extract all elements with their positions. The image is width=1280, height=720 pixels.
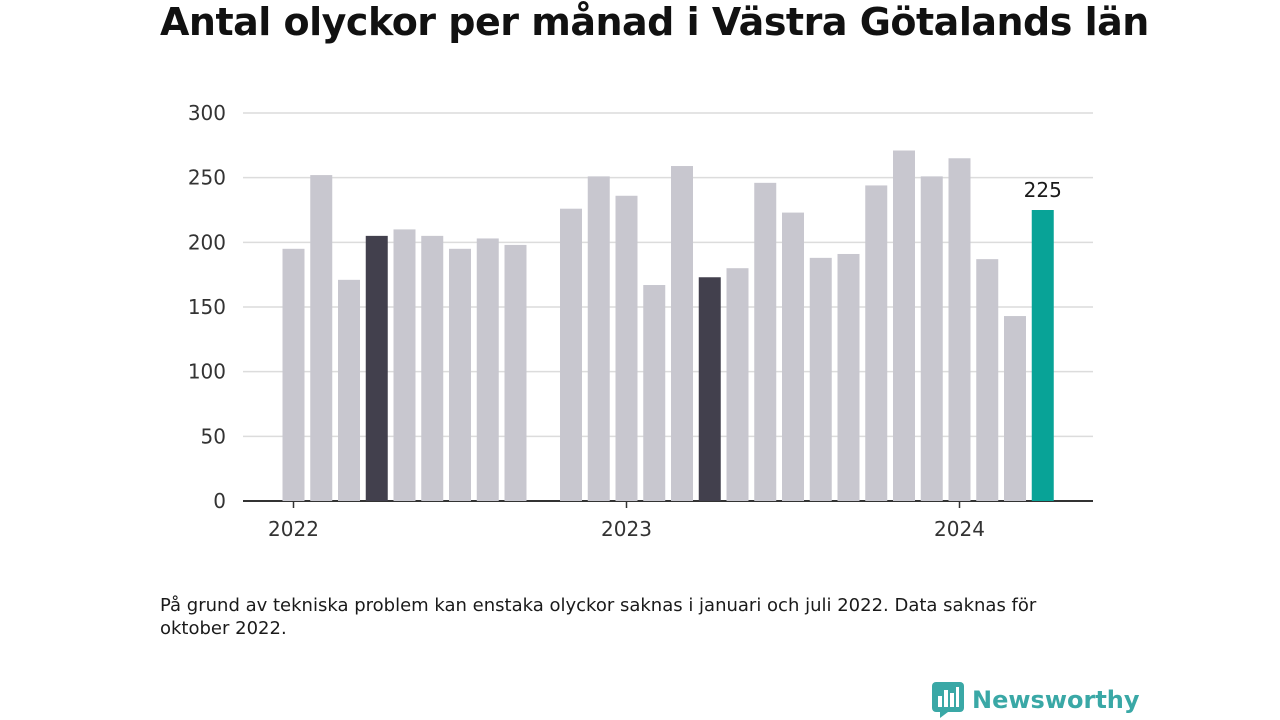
- bar: [920, 176, 943, 501]
- bar: [948, 158, 971, 501]
- bar: [643, 285, 666, 501]
- bar: [976, 259, 999, 501]
- bar: [504, 244, 527, 502]
- y-tick-label: 50: [201, 424, 226, 448]
- bar: [893, 150, 915, 502]
- y-tick-label: 100: [188, 360, 226, 384]
- y-tick-label: 150: [188, 295, 226, 319]
- bar: [865, 185, 888, 501]
- bar: [365, 235, 388, 501]
- x-tick-label: 2022: [268, 517, 319, 541]
- bar: [587, 176, 610, 501]
- bar: [837, 253, 860, 501]
- bar: [393, 229, 416, 501]
- bar-chart: 0 50 100 150 200 250 300 225 2022 2023 2024: [188, 101, 1093, 541]
- y-tick-label: 300: [188, 101, 226, 125]
- bar: [310, 175, 333, 501]
- newsworthy-logo-icon: [932, 682, 964, 718]
- bar: [338, 279, 360, 501]
- chart-title: Antal olyckor per månad i Västra Götalan…: [160, 0, 1149, 44]
- bars: [282, 150, 1054, 502]
- y-tick-label: 250: [188, 166, 226, 190]
- footnote: På grund av tekniska problem kan enstaka…: [160, 595, 1037, 639]
- x-tick-label: 2023: [601, 517, 652, 541]
- y-tick-label: 0: [213, 489, 226, 513]
- bar: [809, 257, 832, 501]
- bar: [754, 182, 777, 501]
- brand-logo: Newsworthy: [932, 682, 1140, 718]
- bar: [421, 235, 444, 501]
- labels: 0 50 100 150 200 250 300 225 2022 2023 2024: [188, 101, 1062, 541]
- bar-value-label: 225: [1024, 178, 1062, 202]
- bar: [726, 268, 749, 501]
- brand-name: Newsworthy: [972, 686, 1140, 714]
- bar: [671, 166, 693, 501]
- y-tick-label: 200: [188, 230, 226, 254]
- bar: [1004, 316, 1026, 501]
- x-tick-label: 2024: [934, 517, 985, 541]
- bar: [615, 195, 638, 502]
- bar: [282, 248, 305, 501]
- bar: [560, 208, 582, 501]
- bar: [1031, 210, 1054, 501]
- bar: [449, 248, 471, 501]
- bar: [476, 238, 499, 501]
- bar: [698, 277, 721, 501]
- bar: [782, 212, 804, 501]
